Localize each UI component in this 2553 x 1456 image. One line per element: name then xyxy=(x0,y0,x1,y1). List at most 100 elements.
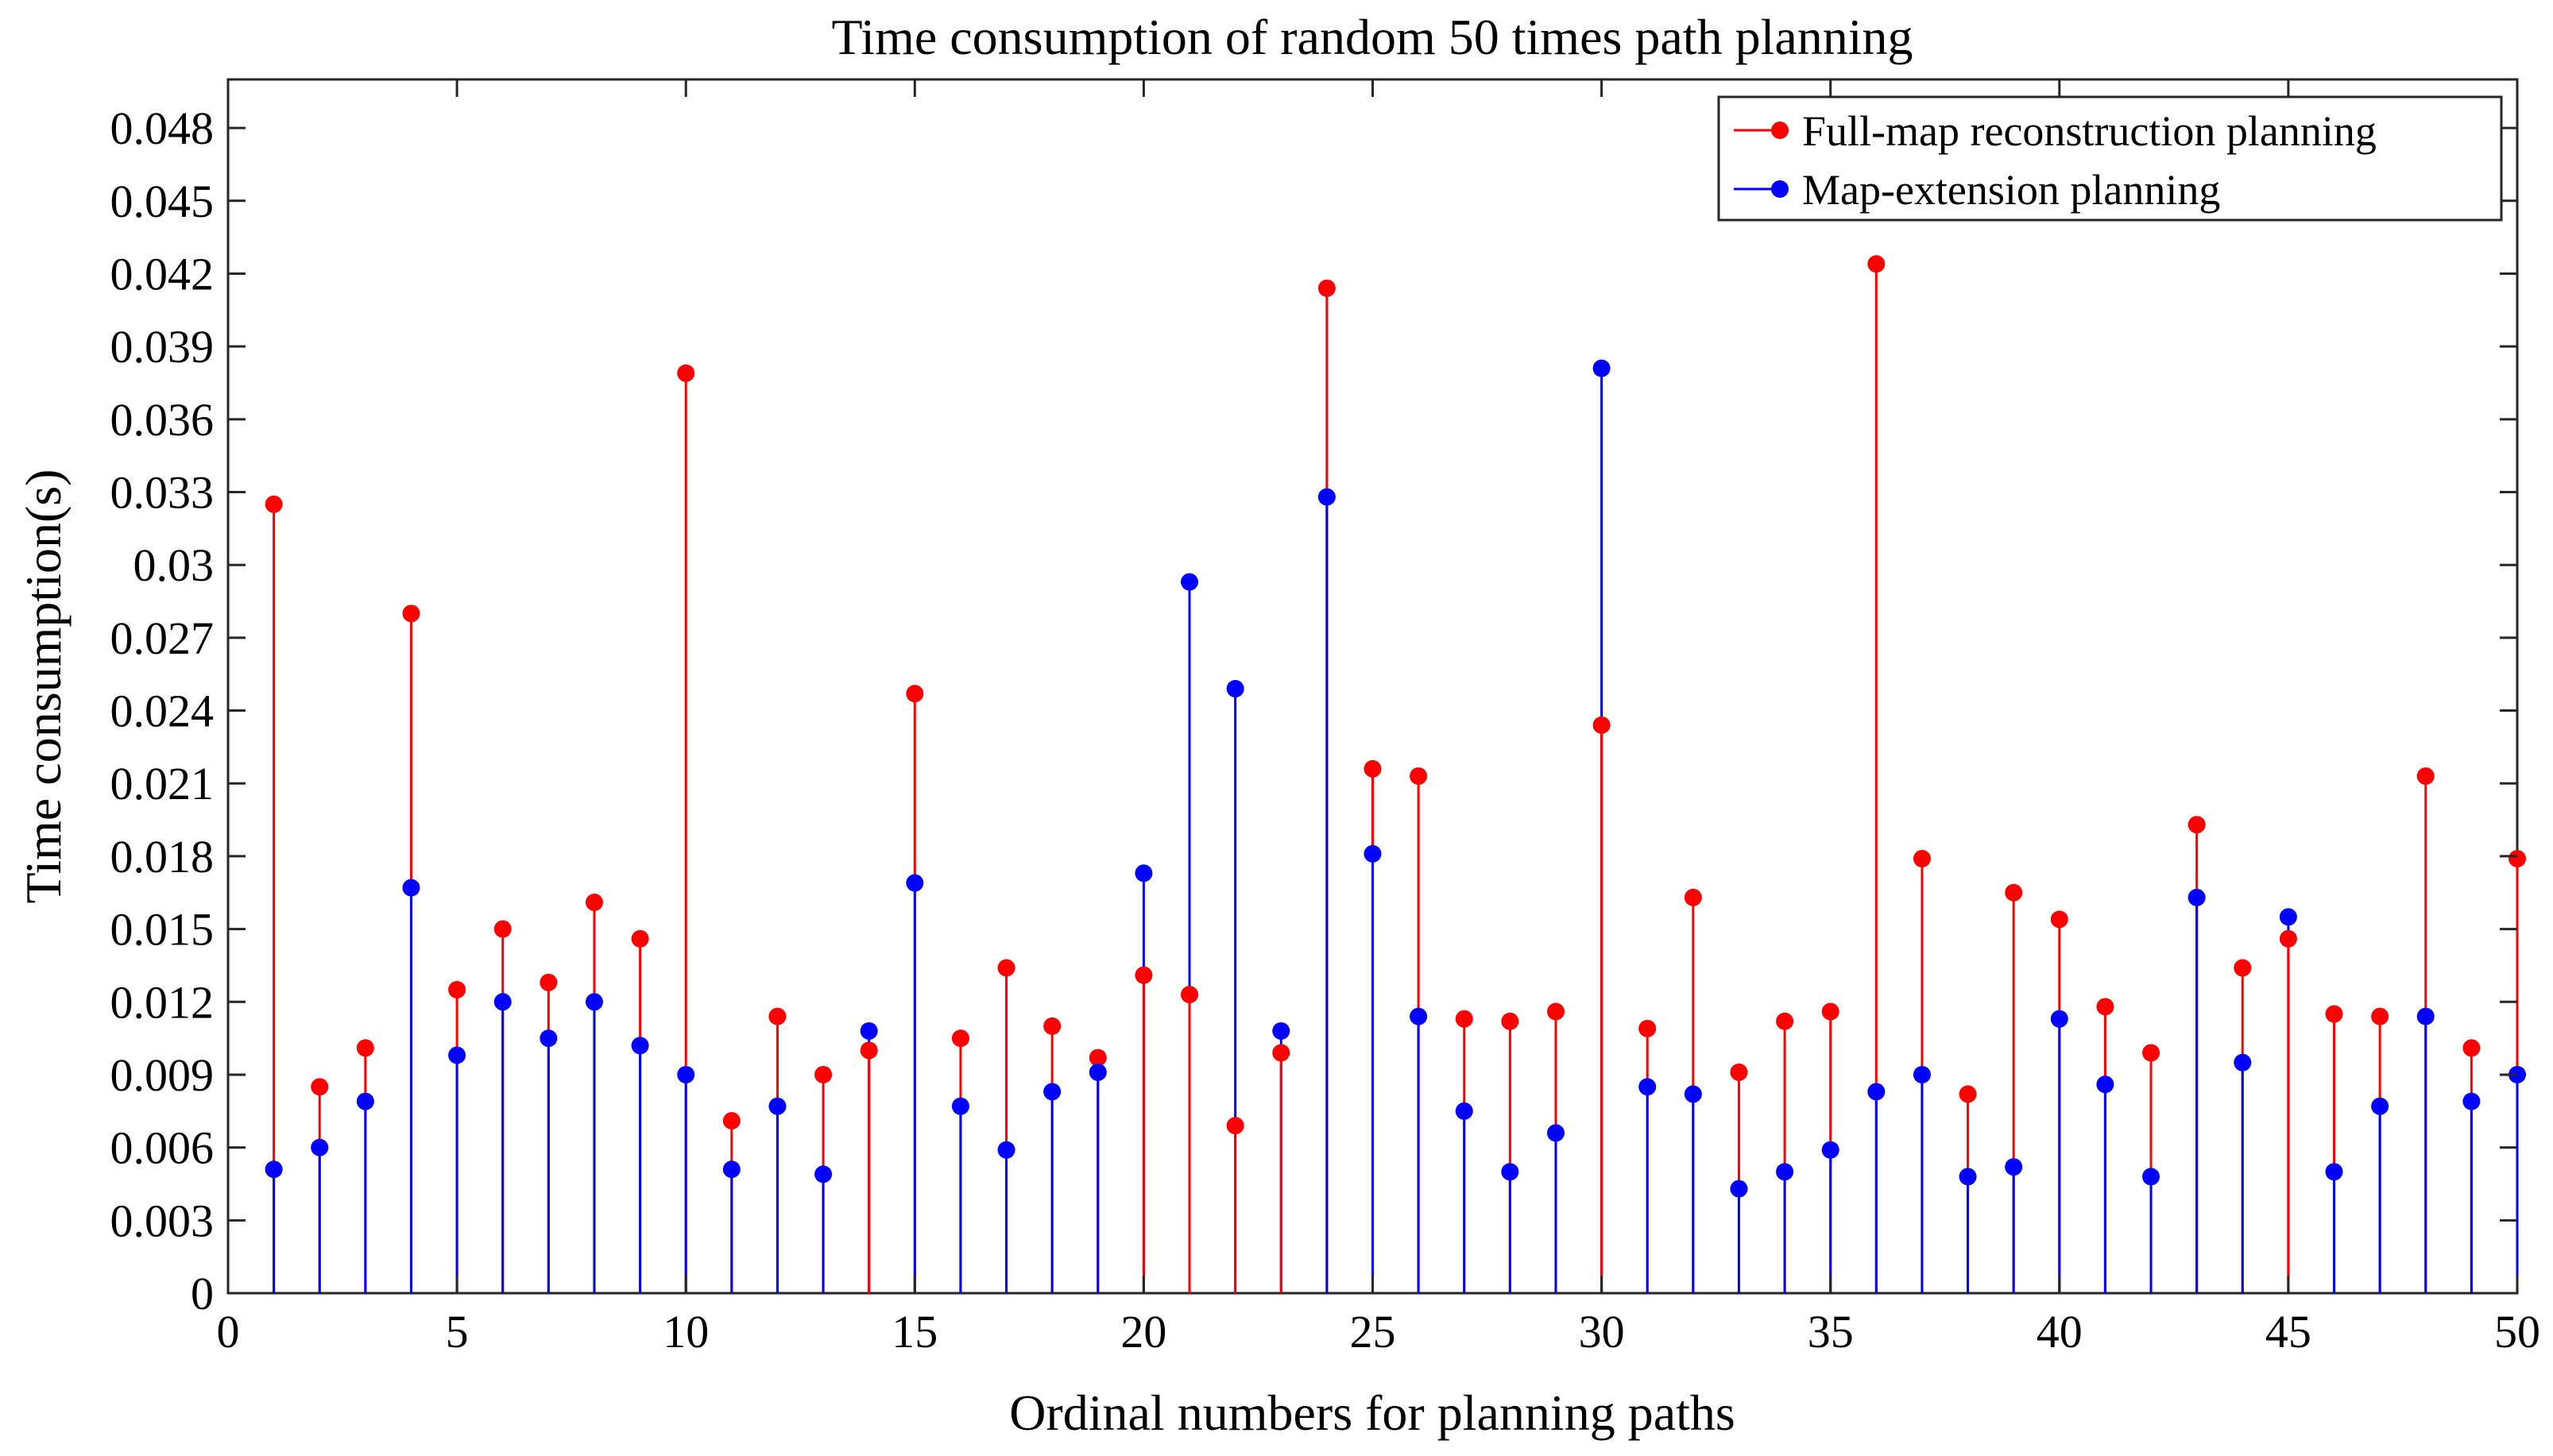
point-full-map xyxy=(493,920,512,938)
point-map-extension xyxy=(493,993,512,1011)
point-full-map xyxy=(311,1078,329,1096)
point-map-extension xyxy=(1364,844,1382,863)
y-tick-label: 0.012 xyxy=(110,976,215,1028)
point-map-extension xyxy=(1959,1168,1977,1186)
point-map-extension xyxy=(631,1037,649,1055)
point-full-map xyxy=(1364,759,1382,778)
point-full-map xyxy=(540,973,558,991)
point-map-extension xyxy=(1272,1022,1290,1040)
point-full-map xyxy=(1272,1044,1290,1062)
point-map-extension xyxy=(2279,908,2297,926)
point-map-extension xyxy=(1410,1007,1428,1025)
legend-box xyxy=(1717,95,2503,222)
point-full-map xyxy=(2050,910,2068,929)
point-full-map xyxy=(448,981,466,998)
point-map-extension xyxy=(1043,1083,1062,1101)
point-full-map xyxy=(1455,1010,1473,1028)
point-map-extension xyxy=(1501,1163,1519,1181)
x-tick-label: 10 xyxy=(663,1306,709,1358)
point-full-map xyxy=(2187,816,2206,834)
point-full-map xyxy=(1821,1002,1839,1021)
chart-title: Time consumption of random 50 times path… xyxy=(831,9,1913,65)
point-map-extension xyxy=(1317,488,1336,506)
point-map-extension xyxy=(1821,1141,1839,1159)
point-full-map xyxy=(860,1041,878,1060)
y-tick-label: 0.027 xyxy=(110,612,215,664)
point-map-extension xyxy=(1684,1085,1702,1103)
point-full-map xyxy=(951,1029,969,1048)
legend: Full-map reconstruction planning Map-ext… xyxy=(1717,95,2503,222)
point-map-extension xyxy=(448,1046,466,1064)
point-map-extension xyxy=(2234,1053,2252,1072)
point-full-map xyxy=(356,1039,374,1057)
point-map-extension xyxy=(677,1065,695,1083)
point-map-extension xyxy=(2416,1007,2435,1025)
point-full-map xyxy=(1730,1063,1748,1081)
point-full-map xyxy=(722,1112,741,1130)
point-full-map xyxy=(2325,1005,2343,1023)
y-tick-label: 0.039 xyxy=(110,321,215,373)
y-tick-label: 0.033 xyxy=(110,467,215,519)
point-map-extension xyxy=(356,1092,374,1110)
point-map-extension xyxy=(265,1161,283,1179)
y-tick-label: 0.021 xyxy=(110,758,215,809)
point-full-map xyxy=(1913,849,1931,867)
x-tick-label: 45 xyxy=(2265,1306,2311,1358)
point-full-map xyxy=(814,1065,833,1083)
point-map-extension xyxy=(814,1165,833,1184)
point-map-extension xyxy=(2096,1076,2114,1094)
y-tick-label: 0.024 xyxy=(110,686,215,737)
x-tick-label: 5 xyxy=(446,1306,469,1358)
legend-label-map-extension: Map-extension planning xyxy=(1802,166,2220,214)
legend-label-full-map: Full-map reconstruction planning xyxy=(1802,107,2377,155)
point-map-extension xyxy=(2050,1010,2068,1028)
point-full-map xyxy=(2279,929,2297,948)
y-tick-label: 0.036 xyxy=(110,394,215,446)
point-map-extension xyxy=(1455,1102,1473,1120)
point-map-extension xyxy=(1226,680,1244,698)
point-full-map xyxy=(2416,767,2435,786)
legend-marker-map-extension xyxy=(1771,180,1789,198)
point-full-map xyxy=(2005,883,2023,902)
y-tick-label: 0.006 xyxy=(110,1122,215,1174)
point-map-extension xyxy=(997,1141,1015,1159)
point-map-extension xyxy=(2325,1163,2343,1181)
point-map-extension xyxy=(2371,1097,2389,1115)
x-tick-label: 25 xyxy=(1350,1306,1396,1358)
x-tick-label: 30 xyxy=(1579,1306,1625,1358)
point-full-map xyxy=(2142,1044,2160,1062)
point-full-map xyxy=(1546,1002,1565,1021)
point-full-map xyxy=(1317,279,1336,297)
point-full-map xyxy=(2509,849,2526,867)
point-map-extension xyxy=(585,993,603,1011)
point-map-extension xyxy=(722,1161,741,1179)
x-tick-label: 20 xyxy=(1120,1306,1166,1358)
y-tick-label: 0.018 xyxy=(110,831,215,882)
point-full-map xyxy=(2462,1039,2481,1057)
point-map-extension xyxy=(951,1097,969,1115)
point-full-map xyxy=(402,604,420,623)
x-tick-label: 15 xyxy=(892,1306,938,1358)
y-axis-label: Time consumption(s) xyxy=(15,469,72,904)
point-full-map xyxy=(1959,1085,1977,1103)
point-map-extension xyxy=(1913,1065,1931,1083)
legend-marker-full-map xyxy=(1771,122,1789,139)
point-map-extension xyxy=(540,1029,558,1048)
x-tick-label: 40 xyxy=(2037,1306,2083,1358)
point-full-map xyxy=(997,959,1015,977)
point-map-extension xyxy=(1135,864,1153,882)
point-full-map xyxy=(1410,767,1428,786)
point-map-extension xyxy=(1867,1083,1886,1101)
point-map-extension xyxy=(1181,573,1199,591)
point-map-extension xyxy=(311,1138,329,1157)
point-full-map xyxy=(906,685,924,703)
point-full-map xyxy=(1684,888,1702,906)
x-axis-label: Ordinal numbers for planning paths xyxy=(1009,1385,1735,1441)
y-tick-label: 0.009 xyxy=(110,1049,215,1101)
y-tick-label: 0.015 xyxy=(110,904,215,956)
point-full-map xyxy=(265,495,283,513)
point-full-map xyxy=(1043,1017,1062,1035)
y-tick-label: 0.003 xyxy=(110,1195,215,1246)
y-tick-label: 0.048 xyxy=(110,102,215,154)
point-full-map xyxy=(1226,1117,1244,1135)
